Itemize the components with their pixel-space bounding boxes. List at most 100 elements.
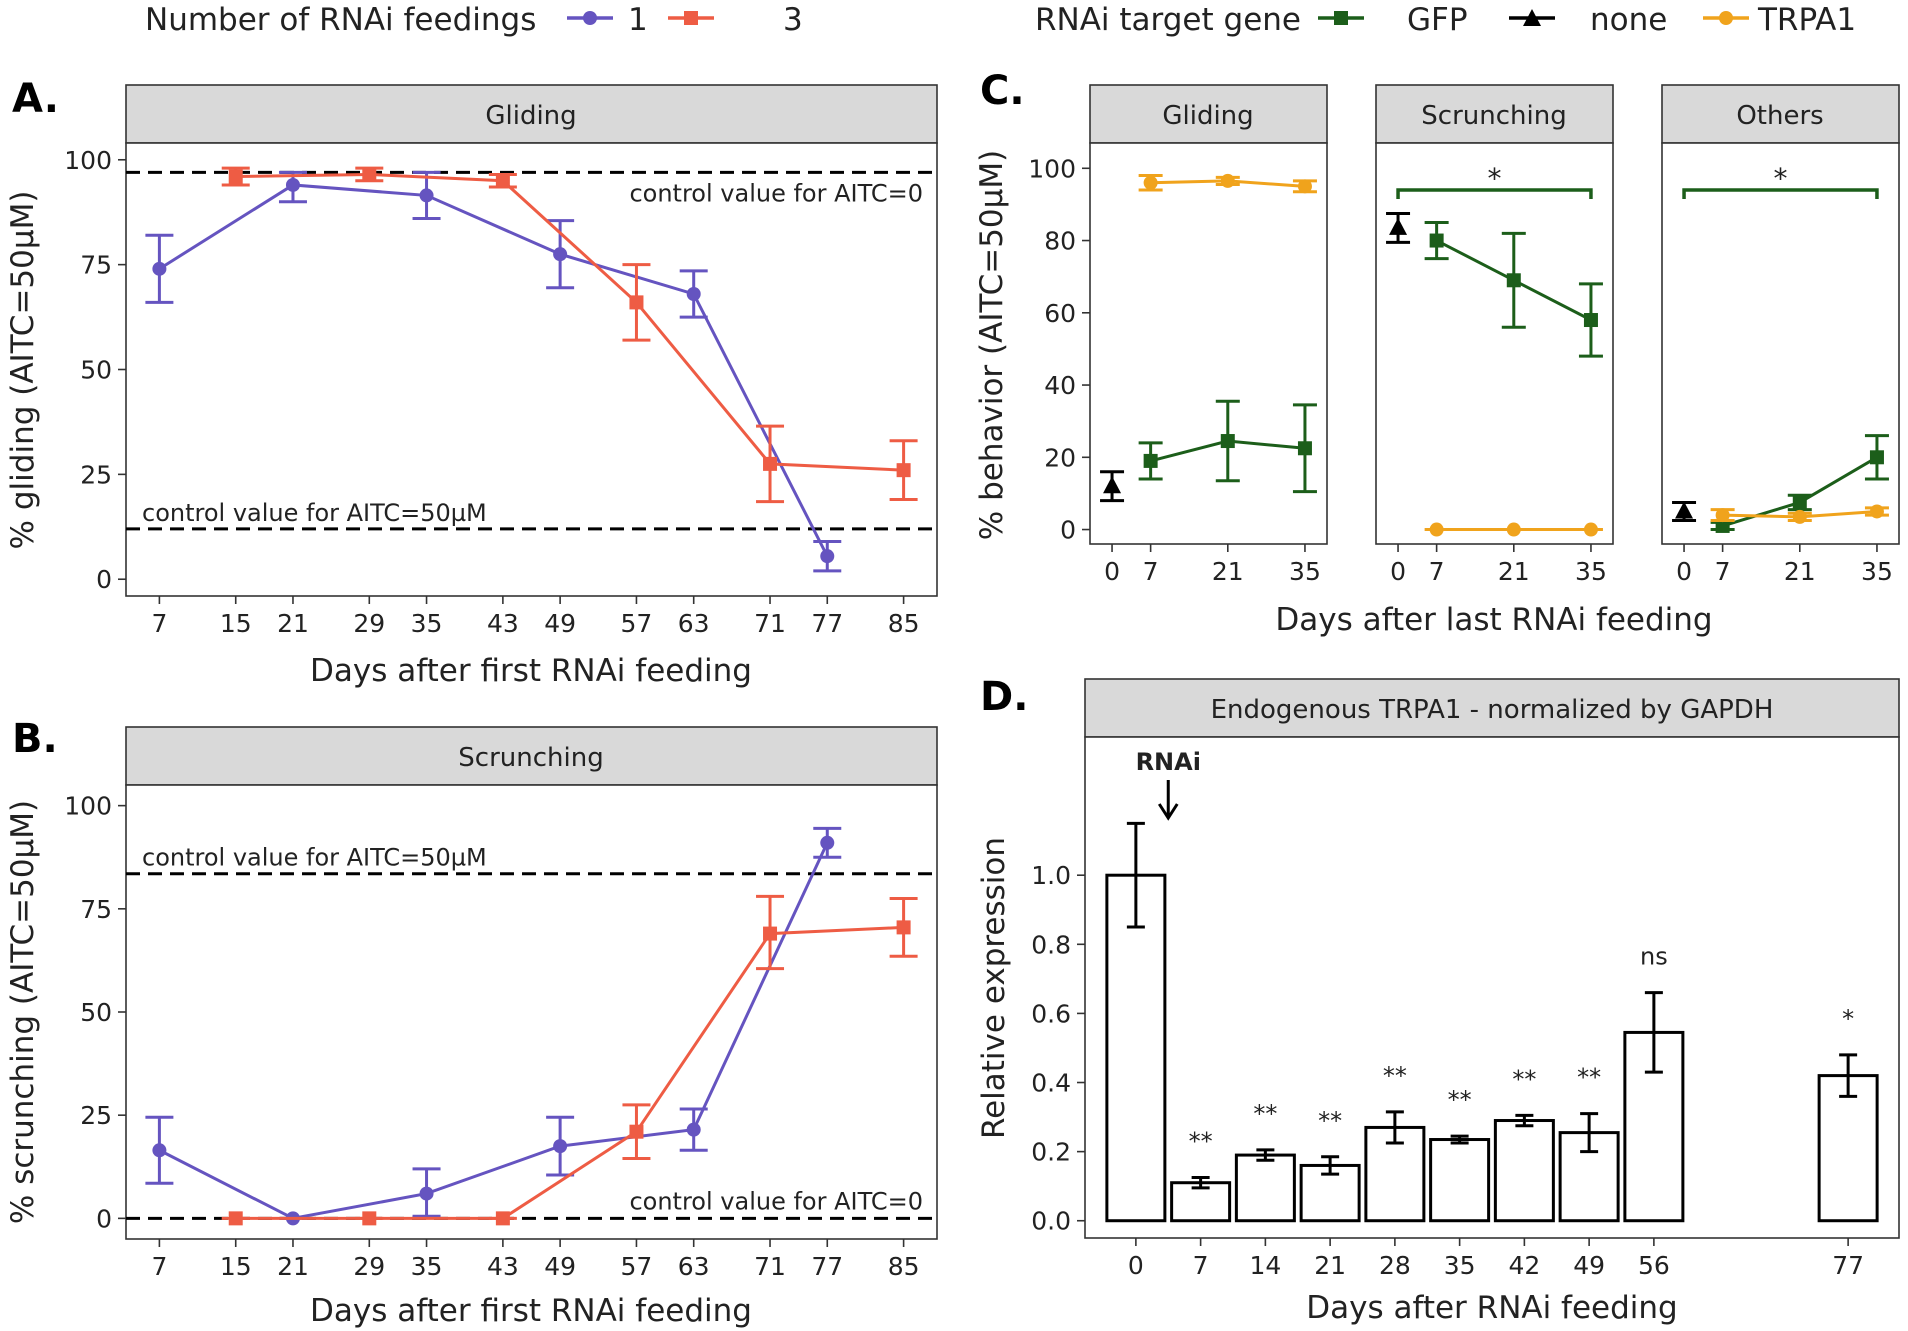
panel-d-y-tick-label: 0.6 [1031, 999, 1071, 1028]
panel-d-bar [1558, 1131, 1620, 1223]
legend-label-gfp: GFP [1407, 2, 1468, 38]
panel-b-y-tick-label: 25 [80, 1101, 112, 1130]
panel-c-strip-others [1661, 84, 1900, 144]
panel-c-others-x-tick-label: 0 [1676, 557, 1692, 586]
panel-c-strip-label-scrunching: Scrunching [1421, 101, 1566, 131]
panel-d-y-tick-label: 0.8 [1031, 930, 1071, 959]
panel-b-control-label: control value for AITC=0 [629, 1187, 923, 1215]
panel-a-x-tick-label: 29 [353, 609, 385, 638]
panel-c-scrunching-significance-bracket [1396, 188, 1593, 199]
panel-c-y-tick-label: 100 [1028, 154, 1076, 183]
panel-b-x-title: Days after first RNAi feeding [310, 1293, 752, 1329]
panel-d-significance-label: * [1842, 1005, 1854, 1033]
panel-b-y-tick-label: 100 [64, 792, 112, 821]
panel-a-x-tick-label: 21 [277, 609, 309, 638]
panel-b-series-3-point [896, 920, 911, 935]
panel-a-x-tick-label: 71 [754, 609, 786, 638]
panel-d-bar [1817, 1074, 1879, 1223]
panel-b-x-tick-label: 35 [411, 1252, 443, 1281]
panel-d-y-tick-label: 1.0 [1031, 861, 1071, 890]
panel-b-series-3-point [228, 1211, 243, 1226]
panel-c-y-tick-label: 60 [1044, 299, 1076, 328]
panel-a-y-tick-label: 50 [80, 356, 112, 385]
panel-d-x-tick-label: 14 [1249, 1251, 1281, 1280]
panel-a-plot-area [125, 142, 938, 597]
panel-b-series-3-point [763, 926, 778, 941]
panel-b-strip-label: Scrunching [458, 743, 603, 773]
panel-a-series-1-point [419, 188, 434, 203]
panel-a-x-tick-label: 43 [487, 609, 519, 638]
panel-a-y-tick-label: 25 [80, 460, 112, 489]
panel-b-series-1-point [152, 1143, 167, 1158]
panel-c-scrunching-x-tick-label: 7 [1429, 557, 1445, 586]
panel-d-errorbar [1450, 1134, 1469, 1145]
legend-label-none: none [1590, 2, 1667, 38]
panel-b-marks: 0 25 50 75 100 7 15 21 29 35 43 49 57 63 71 77 85 control… [64, 792, 937, 1281]
panel-c-y-tick-label: 20 [1044, 443, 1076, 472]
panel-c-scrunching-x-tick-label: 0 [1390, 557, 1406, 586]
legend-gene-title: RNAi target gene [1035, 2, 1301, 38]
panel-c-scrunching-series-TRPA1-point [1429, 522, 1444, 537]
panel-d-x-tick-label: 21 [1314, 1251, 1346, 1280]
panel-a-x-tick-label: 57 [621, 609, 653, 638]
panel-a-y-tick-label: 75 [80, 251, 112, 280]
panel-a-letter: A. [12, 76, 59, 122]
panel-c-others-series-TRPA1-point [1869, 504, 1884, 519]
legend-key-circle-trpa1 [1719, 11, 1733, 25]
panel-c-others-significance-bracket [1682, 188, 1879, 199]
panel-d-plot-area [1084, 736, 1900, 1239]
panel-a-x-tick-label: 85 [888, 609, 920, 638]
panel-b-x-tick-label: 7 [151, 1252, 167, 1281]
panel-a-series-1-point [820, 549, 835, 564]
panel-c-scrunching-x-tick-label: 35 [1575, 557, 1607, 586]
panel-d-strip-label: Endogenous TRPA1 - normalized by GAPDH [1211, 695, 1774, 725]
panel-b-series-3-point [495, 1211, 510, 1226]
panel-c-scrunching-series-GFP-point [1583, 313, 1598, 328]
panel-d-errorbar [1515, 1113, 1534, 1128]
panel-d-significance-label: ** [1448, 1086, 1472, 1114]
panel-d-marks: 0.0 0.2 0.4 0.6 0.8 1.0 0 7 ** 14 ** 21 ** 28 ** 35 ** 42… [1031, 748, 1879, 1280]
legend-label-1: 1 [628, 2, 648, 38]
panel-d-significance-label: ** [1189, 1128, 1213, 1156]
panel-a-y-title: % gliding (AITC=50µM) [5, 191, 41, 550]
panel-d-errorbar [1385, 1110, 1404, 1145]
panel-c-strip-label-others: Others [1736, 101, 1823, 131]
panel-c-others-x-tick-label: 35 [1861, 557, 1893, 586]
panel-b-plot-area [125, 784, 938, 1240]
panel-c-plot-area-gliding [1089, 142, 1328, 545]
panel-a-x-tick-label: 35 [411, 609, 443, 638]
panel-d-errorbar [1256, 1148, 1275, 1162]
panel-a-control-label: control value for AITC=50µM [142, 499, 487, 527]
panel-d-y-title: Relative expression [976, 837, 1012, 1139]
panel-c-others-series-GFP-point [1869, 450, 1884, 465]
panel-c-gliding-x-tick-label: 0 [1104, 557, 1120, 586]
panel-a-series-3-point [629, 295, 644, 310]
panel-c-strip-gliding [1089, 84, 1328, 144]
legend-label-trpa1: TRPA1 [1757, 2, 1856, 38]
panel-d-x-tick-label: 77 [1832, 1251, 1864, 1280]
panel-c-scrunching-significance-label: * [1488, 162, 1502, 195]
panel-b-y-tick-label: 50 [80, 998, 112, 1027]
panel-d-x-tick-label: 7 [1193, 1251, 1209, 1280]
panel-d-x-tick-label: 49 [1573, 1251, 1605, 1280]
panel-c-strip-label-gliding: Gliding [1162, 101, 1253, 131]
panel-a-series-1-point [152, 261, 167, 276]
panel-a-series-3-point [228, 169, 243, 184]
panel-a: A. Gliding 0 25 50 75 100 7 15 21 29 35 43 49 57 63 71… [5, 76, 938, 689]
panel-b-series-1-point [553, 1139, 568, 1154]
panel-d-bar [1429, 1138, 1491, 1223]
panel-d-errorbar [1644, 991, 1663, 1074]
panel-b: B. Scrunching 0 25 50 75 100 7 15 21 29 35 43 49 57 6… [5, 716, 938, 1329]
panel-a-x-tick-label: 63 [678, 609, 710, 638]
panel-d-letter: D. [980, 674, 1028, 720]
panel-c-gliding-series-TRPA1-point [1297, 179, 1312, 194]
panel-b-series-1-point [419, 1186, 434, 1201]
panel-a-x-tick-label: 77 [811, 609, 843, 638]
panel-d-y-tick-label: 0.0 [1031, 1207, 1071, 1236]
legend-feedings: Number of RNAi feedings 1 3 [145, 2, 803, 38]
legend-key-square-gfp [1334, 11, 1348, 25]
panel-c-others-series-none-point [1675, 501, 1694, 519]
panel-d-errorbar [1580, 1112, 1599, 1154]
panel-b-x-tick-label: 29 [353, 1252, 385, 1281]
panel-c-gliding-x-tick-label: 7 [1143, 557, 1159, 586]
